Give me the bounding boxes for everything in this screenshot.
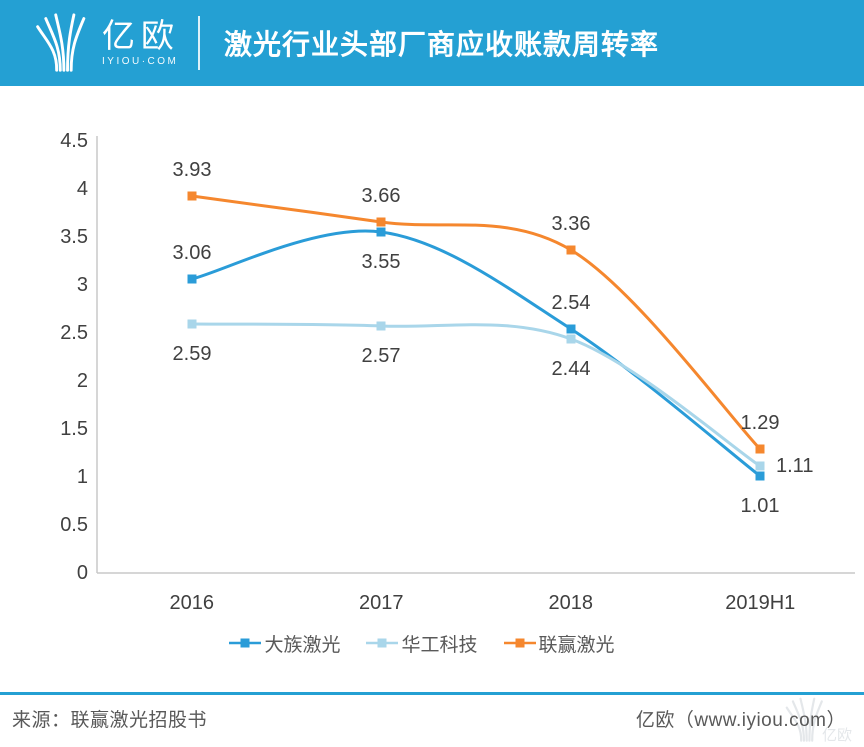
source-note: 来源：联赢激光招股书 <box>12 710 208 731</box>
header-divider <box>198 16 200 70</box>
data-point-marker <box>376 227 386 237</box>
data-point-marker <box>187 274 197 284</box>
brand-name: 亿欧 <box>102 17 180 54</box>
brand-text: 亿欧 IYIOU·COM <box>102 19 180 67</box>
y-tick-label: 0 <box>77 562 88 584</box>
iyiou-logo-icon <box>36 13 86 72</box>
y-tick-label: 2.5 <box>60 322 88 344</box>
legend-marker-icon <box>366 638 399 648</box>
data-point-marker <box>376 217 386 227</box>
legend-marker-icon <box>503 638 536 648</box>
series-line <box>191 229 761 478</box>
data-point-marker <box>566 334 576 344</box>
x-tick-label: 2019H1 <box>725 592 795 614</box>
data-point-marker <box>755 461 765 471</box>
x-tick-label: 2018 <box>549 592 594 614</box>
data-label: 2.44 <box>552 358 591 380</box>
y-axis-labels: 4.5 4 3.5 3 2.5 2 1.5 1 0.5 0 <box>60 130 88 584</box>
series-2: 3.93 3.66 3.36 1.29 <box>173 159 780 454</box>
legend-item-0: 大族激光 <box>229 630 340 657</box>
data-point-marker <box>376 321 386 331</box>
header-banner: 亿欧 IYIOU·COM 激光行业头部厂商应收账款周转率 <box>0 0 864 86</box>
y-tick-label: 0.5 <box>60 514 88 536</box>
series-0: 3.06 3.55 2.54 1.01 <box>173 227 780 517</box>
footer: 来源：联赢激光招股书 亿欧（www.iyiou.com） 亿欧 <box>0 692 864 747</box>
data-label: 3.93 <box>173 159 212 181</box>
chart-legend: 大族激光 华工科技 联赢激光 <box>0 626 854 660</box>
data-point-marker <box>187 319 197 329</box>
data-label: 1.11 <box>776 455 813 477</box>
data-label: 3.06 <box>173 242 212 264</box>
legend-item-2: 联赢激光 <box>503 630 615 657</box>
y-tick-label: 1.5 <box>60 418 88 440</box>
series-1: 2.59 2.57 2.44 1.11 <box>173 319 813 477</box>
x-axis-labels: 2016 2017 2018 2019H1 <box>170 592 796 614</box>
y-tick-label: 2 <box>77 370 88 392</box>
data-label: 1.29 <box>741 412 780 434</box>
watermark-iyiou-icon <box>785 697 823 742</box>
brand-logo: 亿欧 IYIOU·COM <box>34 12 180 74</box>
legend-label: 联赢激光 <box>538 634 615 656</box>
data-point-marker <box>755 471 765 481</box>
y-tick-label: 4.5 <box>60 130 88 152</box>
y-tick-label: 3.5 <box>60 226 88 248</box>
axes <box>96 136 855 574</box>
data-point-marker <box>566 245 576 255</box>
series-line <box>191 322 761 468</box>
chart-svg: 4.5 4 3.5 3 2.5 2 1.5 1 0.5 0 2016 2017 2018 2019H1 3.… <box>60 130 855 614</box>
data-point-marker <box>187 191 197 201</box>
data-point-marker <box>755 444 765 454</box>
data-label: 3.66 <box>362 185 401 207</box>
data-label: 2.57 <box>362 345 401 367</box>
data-label: 1.01 <box>741 495 780 517</box>
data-label: 3.55 <box>362 251 401 273</box>
legend-item-1: 华工科技 <box>366 630 478 657</box>
data-point-marker <box>566 324 576 334</box>
data-label: 3.36 <box>552 213 591 235</box>
site-credit: 亿欧（www.iyiou.com） <box>635 710 846 731</box>
y-tick-label: 1 <box>77 466 88 488</box>
watermark-brand-text: 亿欧 <box>822 727 853 744</box>
y-tick-label: 4 <box>77 178 88 200</box>
page-title: 激光行业头部厂商应收账款周转率 <box>224 29 660 60</box>
brand-domain: IYIOU·COM <box>102 56 179 67</box>
series-line <box>191 194 762 451</box>
watermark-logo: 亿欧 <box>784 689 862 747</box>
data-label: 2.59 <box>173 343 212 365</box>
legend-label: 华工科技 <box>401 634 478 656</box>
x-tick-label: 2016 <box>170 592 215 614</box>
legend-marker-icon <box>229 638 262 648</box>
y-tick-label: 3 <box>77 274 88 296</box>
legend-label: 大族激光 <box>264 634 341 656</box>
x-tick-label: 2017 <box>359 592 404 614</box>
data-label: 2.54 <box>552 292 591 314</box>
